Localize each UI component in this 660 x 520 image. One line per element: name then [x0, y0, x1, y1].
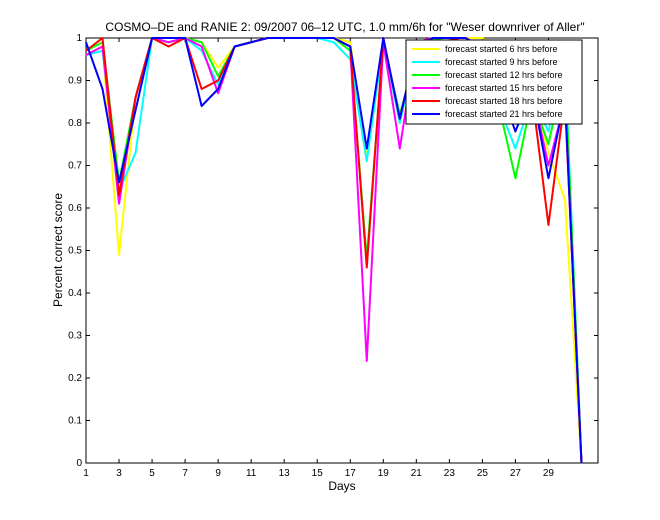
- y-axis-label: Percent correct score: [51, 193, 65, 307]
- legend-label-2: forecast started 9 hrs before: [445, 57, 558, 67]
- x-tick-label: 15: [312, 468, 324, 479]
- legend-box: [405, 39, 583, 125]
- x-tick-label: 13: [279, 468, 291, 479]
- x-axis-label: Days: [328, 479, 355, 493]
- legend-label-6: forecast started 21 hrs before: [445, 109, 563, 119]
- x-tick-label: 19: [378, 468, 390, 479]
- x-tick-label: 1: [83, 468, 89, 479]
- y-tick-label: 1: [76, 33, 82, 44]
- legend-label-4: forecast started 15 hrs before: [445, 83, 563, 93]
- y-tick-label: 0.5: [68, 246, 82, 257]
- chart-title: COSMO–DE and RANIE 2: 09/2007 06–12 UTC,…: [105, 20, 584, 34]
- legend-label-3: forecast started 12 hrs before: [445, 70, 563, 80]
- y-tick-label: 0.4: [68, 288, 82, 299]
- x-tick-label: 29: [543, 468, 555, 479]
- legend-label-1: forecast started 6 hrs before: [445, 44, 558, 54]
- legend: forecast started 6 hrs before forecast st…: [405, 39, 583, 125]
- x-tick-label: 27: [510, 468, 522, 479]
- legend-label-5: forecast started 18 hrs before: [445, 96, 563, 106]
- y-tick-label: 0.2: [68, 373, 82, 384]
- x-tick-label: 3: [116, 468, 122, 479]
- x-tick-label: 17: [345, 468, 357, 479]
- x-tick-label: 21: [411, 468, 423, 479]
- x-tick-label: 25: [477, 468, 489, 479]
- x-tick-label: 11: [246, 468, 257, 479]
- y-axis: 0 0.1 0.2 0.3 0.4 0.5 0.6 0.7 0.8 0.9 1: [68, 33, 598, 469]
- x-tick-label: 23: [444, 468, 456, 479]
- y-tick-label: 0: [76, 458, 82, 469]
- y-tick-label: 0.7: [68, 161, 82, 172]
- y-tick-label: 0.6: [68, 203, 82, 214]
- x-tick-label: 9: [215, 468, 221, 479]
- y-tick-label: 0.9: [68, 76, 82, 87]
- y-tick-label: 0.8: [68, 118, 82, 129]
- y-tick-label: 0.1: [68, 416, 82, 427]
- x-tick-label: 5: [149, 468, 155, 479]
- x-tick-label: 7: [182, 468, 188, 479]
- y-tick-label: 0.3: [68, 331, 82, 342]
